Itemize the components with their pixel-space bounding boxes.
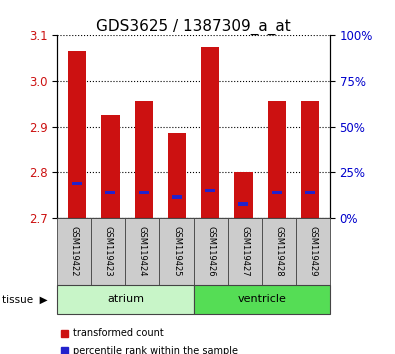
Bar <box>135 102 153 218</box>
Text: transformed count: transformed count <box>73 329 164 338</box>
Bar <box>172 195 182 199</box>
Bar <box>234 172 252 218</box>
Bar <box>72 182 82 185</box>
Text: GSM119428: GSM119428 <box>274 226 283 277</box>
Bar <box>101 115 120 218</box>
Bar <box>105 191 115 194</box>
Text: GSM119425: GSM119425 <box>172 226 181 276</box>
Bar <box>168 133 186 218</box>
Title: GDS3625 / 1387309_a_at: GDS3625 / 1387309_a_at <box>96 19 291 35</box>
Bar <box>301 102 319 218</box>
Text: GSM119422: GSM119422 <box>70 226 79 276</box>
Bar <box>201 47 219 218</box>
Text: GSM119424: GSM119424 <box>138 226 147 276</box>
Text: GSM119426: GSM119426 <box>206 226 215 277</box>
Text: GSM119423: GSM119423 <box>104 226 113 277</box>
Text: GSM119429: GSM119429 <box>308 226 317 276</box>
Bar <box>305 191 315 194</box>
Text: percentile rank within the sample: percentile rank within the sample <box>73 346 238 354</box>
Text: tissue  ▶: tissue ▶ <box>2 295 48 304</box>
Bar <box>267 102 286 218</box>
Text: GSM119427: GSM119427 <box>240 226 249 277</box>
Bar <box>68 51 87 218</box>
Bar <box>205 189 215 192</box>
Bar <box>139 191 149 194</box>
Text: atrium: atrium <box>107 295 144 304</box>
Text: ventricle: ventricle <box>237 295 286 304</box>
Bar <box>238 202 248 206</box>
Bar <box>272 191 282 194</box>
